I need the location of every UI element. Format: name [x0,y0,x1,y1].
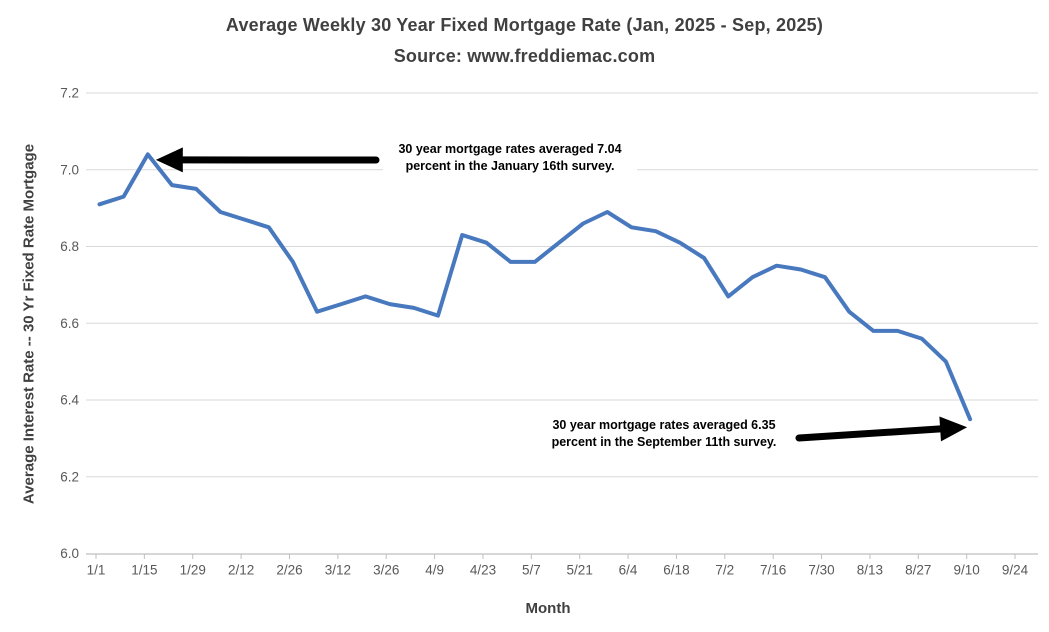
annotation-sep11-line2: percent in the September 11th survey. [551,435,777,449]
chart-title: Average Weekly 30 Year Fixed Mortgage Ra… [225,15,824,35]
x-tick-label: 1/1 [87,563,106,578]
x-tick-label: 7/2 [715,563,734,578]
y-tick-label: 7.2 [60,86,79,101]
annotation-sep11-line1: 30 year mortgage rates averaged 6.35 [552,418,776,432]
annotation-jan16-line1: 30 year mortgage rates averaged 7.04 [398,142,622,156]
x-tick-label: 6/4 [619,563,638,578]
x-tick-label: 3/26 [373,563,399,578]
annotation-jan16: 30 year mortgage rates averaged 7.04 per… [383,141,637,175]
x-tick-label: 8/13 [857,563,883,578]
y-tick-label: 6.0 [60,546,79,561]
x-tick-label: 1/29 [180,563,206,578]
x-tick-label: 5/21 [567,563,593,578]
y-tick-label: 6.4 [60,393,79,408]
annotation-arrow-shaft [795,425,948,442]
y-tick-label: 6.6 [60,316,79,331]
x-tick-label: 1/15 [131,563,157,578]
x-tick-label: 8/27 [905,563,931,578]
x-tick-label: 5/7 [522,563,541,578]
y-tick-label: 6.8 [60,239,79,254]
y-tick-label: 7.0 [60,162,79,177]
x-tick-label: 3/12 [325,563,351,578]
annotation-arrow-head [939,416,968,442]
annotation-jan16-line2: percent in the January 16th survey. [405,159,615,173]
x-tick-label: 4/23 [470,563,496,578]
x-tick-label: 9/10 [954,563,980,578]
x-tick-label: 2/26 [276,563,302,578]
x-tick-label: 6/18 [663,563,689,578]
annotation-sep11: 30 year mortgage rates averaged 6.35 per… [533,417,795,451]
x-tick-label: 4/9 [425,563,444,578]
chart-source-subtitle: Source: www.freddiemac.com [393,46,656,66]
x-tick-label: 7/30 [808,563,834,578]
y-tick-label: 6.2 [60,469,79,484]
x-tick-label: 9/24 [1002,563,1029,578]
x-tick-label: 2/12 [228,563,254,578]
series-line [97,152,973,422]
annotation-arrow-head [155,147,183,173]
x-axis-title: Month [525,600,571,617]
x-tick-label: 7/16 [760,563,786,578]
